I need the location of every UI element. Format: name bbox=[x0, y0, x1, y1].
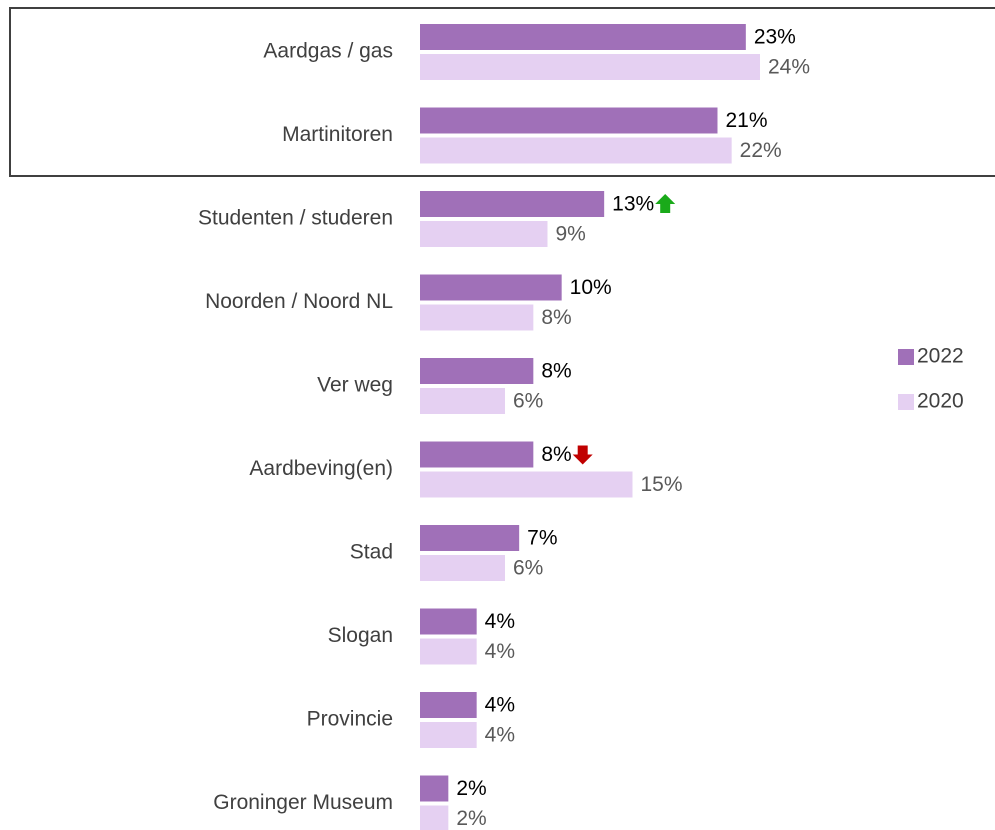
trend-arrow bbox=[572, 445, 593, 465]
value-label: 8% bbox=[541, 360, 571, 383]
value-label: 6% bbox=[513, 557, 543, 580]
value-label: 4% bbox=[485, 694, 515, 717]
category-label: Provincie bbox=[307, 708, 393, 731]
category-label: Ver weg bbox=[317, 374, 393, 397]
value-label: 13% bbox=[612, 193, 654, 216]
trend-arrow bbox=[655, 194, 676, 213]
value-label: 6% bbox=[513, 390, 543, 413]
value-label: 4% bbox=[485, 640, 515, 663]
bar bbox=[420, 274, 562, 301]
category-label: Slogan bbox=[328, 624, 393, 647]
value-label: 21% bbox=[726, 109, 768, 132]
bar bbox=[420, 137, 732, 164]
category-label: Groninger Museum bbox=[213, 791, 393, 814]
bar bbox=[420, 638, 477, 665]
value-label: 8% bbox=[541, 306, 571, 329]
bar bbox=[420, 775, 449, 802]
bar bbox=[420, 471, 633, 498]
legend-swatch bbox=[898, 394, 914, 410]
bar bbox=[420, 608, 477, 635]
bar bbox=[420, 54, 760, 80]
bar bbox=[420, 525, 520, 551]
legend-label: 2020 bbox=[917, 390, 964, 413]
highlight-box bbox=[9, 7, 995, 177]
value-label: 7% bbox=[527, 527, 557, 550]
bar bbox=[420, 555, 505, 581]
bar bbox=[420, 304, 534, 331]
value-label: 24% bbox=[768, 56, 810, 79]
bar bbox=[420, 358, 534, 384]
category-label: Noorden / Noord NL bbox=[205, 290, 393, 313]
bar bbox=[420, 221, 548, 247]
bar bbox=[420, 388, 505, 414]
value-label: 8% bbox=[541, 443, 571, 466]
legend-label: 2022 bbox=[917, 345, 964, 368]
bar bbox=[420, 722, 477, 748]
value-label: 9% bbox=[556, 223, 586, 246]
category-label: Stad bbox=[350, 541, 393, 564]
bar bbox=[420, 24, 746, 50]
value-label: 23% bbox=[754, 26, 796, 49]
value-label: 10% bbox=[570, 276, 612, 299]
value-label: 22% bbox=[740, 139, 782, 162]
bar bbox=[420, 692, 477, 718]
value-label: 4% bbox=[485, 610, 515, 633]
value-label: 4% bbox=[485, 724, 515, 747]
bar bbox=[420, 191, 605, 217]
value-label: 2% bbox=[456, 807, 486, 830]
bar bbox=[420, 805, 449, 830]
category-label: Studenten / studeren bbox=[198, 207, 393, 230]
value-label: 15% bbox=[641, 473, 683, 496]
value-label: 2% bbox=[456, 777, 486, 800]
category-label: Martinitoren bbox=[282, 123, 393, 146]
legend-swatch bbox=[898, 349, 914, 365]
category-label: Aardgas / gas bbox=[263, 40, 393, 63]
bar bbox=[420, 441, 534, 468]
bar bbox=[420, 107, 718, 134]
category-label: Aardbeving(en) bbox=[249, 457, 393, 480]
